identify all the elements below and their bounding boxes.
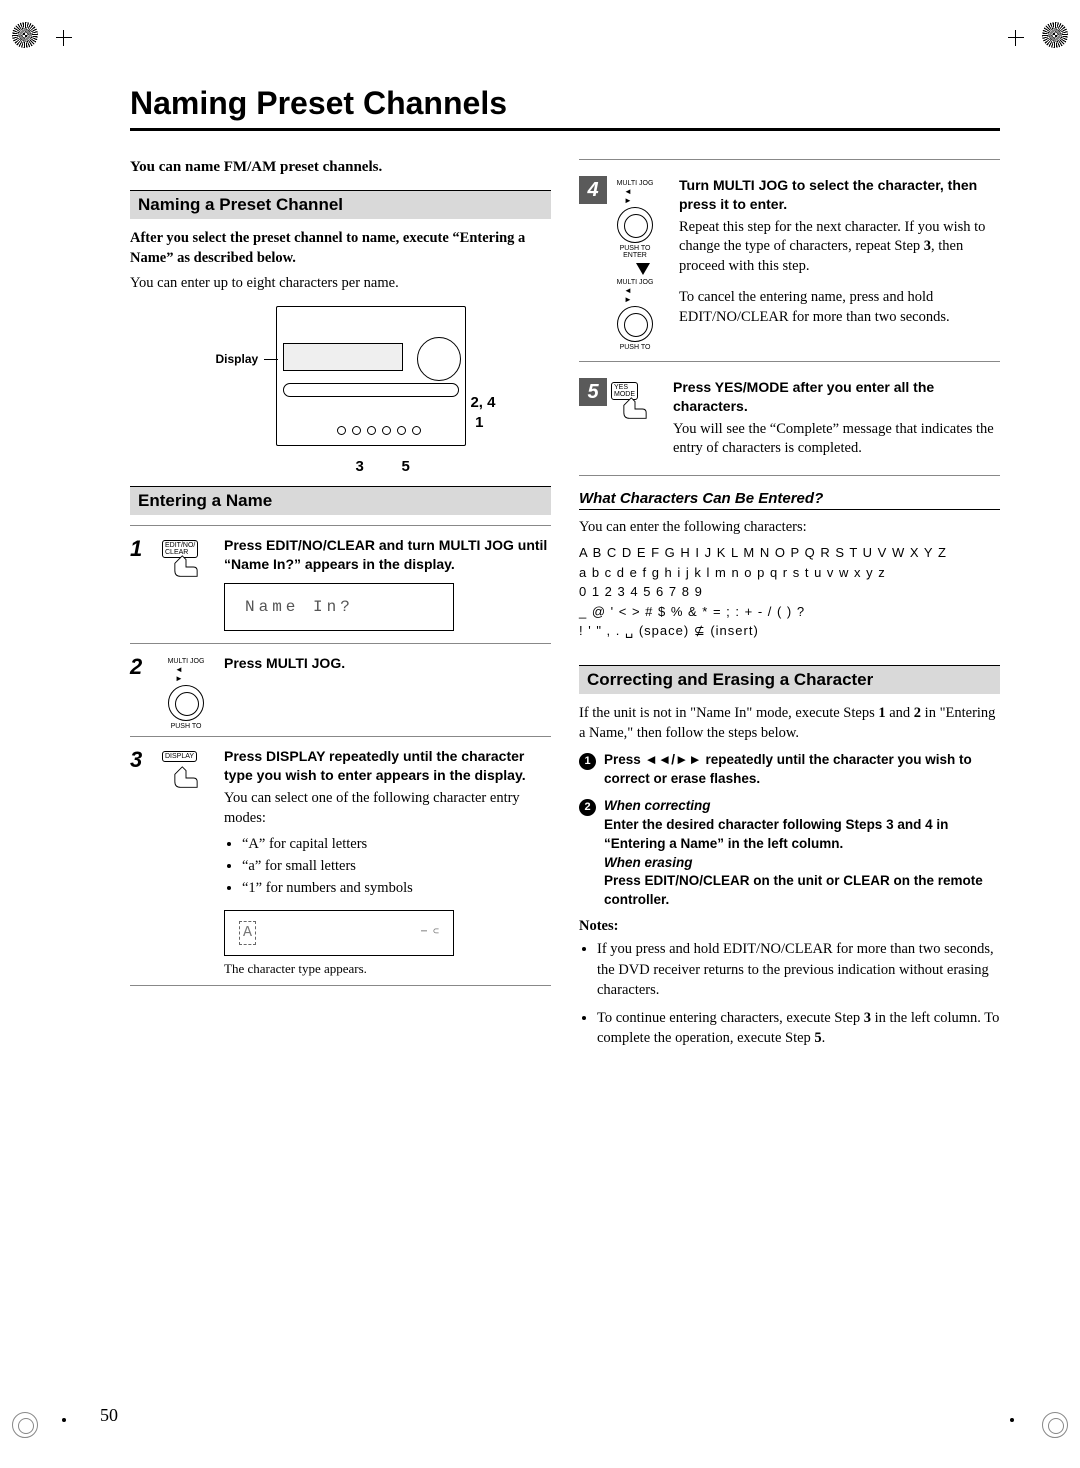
page-number: 50 <box>100 1405 118 1426</box>
multi-jog-icon: MULTI JOG ◄ ► PUSH TO <box>158 658 214 730</box>
section-correcting-heading: Correcting and Erasing a Character <box>579 665 1000 694</box>
yes-mode-button-icon: YES MODE <box>607 382 665 424</box>
step-3: 3 DISPLAY Press DISPLAY repeatedly until… <box>130 736 551 977</box>
step-4: 4 MULTI JOG ◄ ► PUSH TO ENTER MULTI JOG … <box>579 166 1000 351</box>
step-4-p1: Repeat this step for the next character.… <box>679 218 1000 277</box>
correcting-item-2: 2 When correcting Enter the desired char… <box>579 797 1000 910</box>
naming-p1: After you select the preset channel to n… <box>130 229 551 268</box>
step-3-p1: You can select one of the following char… <box>224 789 551 828</box>
circled-2-icon: 2 <box>579 799 596 816</box>
display-label: Display <box>216 352 259 366</box>
section-entering-heading: Entering a Name <box>130 486 551 515</box>
charset-list: A B C D E F G H I J K L M N O P Q R S T … <box>579 543 1000 641</box>
notes-list: If you press and hold EDIT/NO/CLEAR for … <box>597 939 1000 1048</box>
note-item: If you press and hold EDIT/NO/CLEAR for … <box>597 939 1000 1000</box>
step-1: 1 EDIT/NO/ CLEAR Press EDIT/NO/CLEAR and… <box>130 525 551 638</box>
callout-2-4: 2, 4 <box>470 394 495 411</box>
arrow-down-icon <box>636 263 650 275</box>
step-4-head: Turn MULTI JOG to select the character, … <box>679 176 1000 214</box>
step-5-p1: You will see the “Complete” message that… <box>673 420 1000 459</box>
naming-p2: You can enter up to eight characters per… <box>130 274 551 294</box>
page-title: Naming Preset Channels <box>130 85 1000 131</box>
step-number: 4 <box>579 176 607 204</box>
step-3-bullets: “A” for capital letters “a” for small le… <box>242 834 551 899</box>
notes-heading: Notes: <box>579 918 1000 935</box>
charset-intro: You can enter the following characters: <box>579 518 1000 538</box>
multi-jog-press-icon: MULTI JOG ◄ ► PUSH TO <box>607 279 663 351</box>
lcd-char-type: A ⋯ ⊂ <box>224 910 454 956</box>
correcting-item-1: 1 Press ◄◄/►► repeatedly until the chara… <box>579 751 1000 789</box>
step-3-caption: The character type appears. <box>224 960 551 978</box>
step-number: 2 <box>130 654 158 730</box>
step-5-head: Press YES/MODE after you enter all the c… <box>673 378 1000 416</box>
step-2: 2 MULTI JOG ◄ ► PUSH TO Press MULTI JOG. <box>130 643 551 730</box>
step-3-head: Press DISPLAY repeatedly until the chara… <box>224 747 551 785</box>
callout-1: 1 <box>475 414 483 431</box>
registration-mark <box>12 22 46 56</box>
circled-1-icon: 1 <box>579 753 596 770</box>
section-naming-heading: Naming a Preset Channel <box>130 190 551 219</box>
registration-mark <box>12 1412 46 1446</box>
intro-text: You can name FM/AM preset channels. <box>130 159 551 176</box>
registration-mark <box>1034 1412 1068 1446</box>
device-diagram: Display 2, 4 1 3 5 <box>216 306 466 476</box>
multi-jog-icon: MULTI JOG ◄ ► PUSH TO ENTER <box>607 180 663 259</box>
step-number: 1 <box>130 536 158 638</box>
callout-3: 3 <box>356 458 364 475</box>
registration-mark <box>1034 22 1068 56</box>
charset-heading: What Characters Can Be Entered? <box>579 490 1000 510</box>
step-4-p2: To cancel the entering name, press and h… <box>679 288 1000 327</box>
step-1-head: Press EDIT/NO/CLEAR and turn MULTI JOG u… <box>224 536 551 574</box>
step-number: 3 <box>130 747 158 977</box>
correcting-intro: If the unit is not in "Name In" mode, ex… <box>579 704 1000 743</box>
display-button-icon: DISPLAY <box>158 751 216 793</box>
step-2-head: Press MULTI JOG. <box>224 654 551 673</box>
callout-5: 5 <box>402 458 410 475</box>
step-5: 5 YES MODE Press YES/MODE after you ente… <box>579 368 1000 465</box>
note-item: To continue entering characters, execute… <box>597 1008 1000 1049</box>
step-number: 5 <box>579 378 607 406</box>
lcd-name-in: Name In? <box>224 583 454 631</box>
edit-no-clear-button-icon: EDIT/NO/ CLEAR <box>158 540 216 582</box>
